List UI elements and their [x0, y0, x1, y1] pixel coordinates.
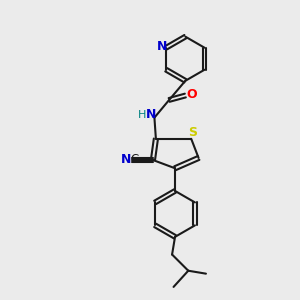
Text: N: N: [157, 40, 167, 53]
Text: C: C: [130, 153, 139, 166]
Text: N: N: [121, 153, 131, 166]
Text: N: N: [146, 108, 156, 121]
Text: S: S: [188, 126, 197, 139]
Text: H: H: [138, 110, 146, 120]
Text: O: O: [187, 88, 197, 100]
